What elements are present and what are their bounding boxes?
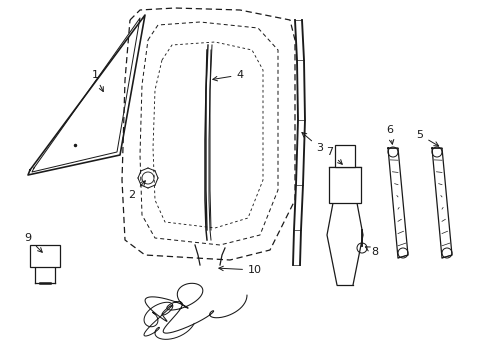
- Text: 2: 2: [128, 181, 145, 200]
- Text: 6: 6: [386, 125, 393, 144]
- Text: 8: 8: [365, 247, 378, 257]
- Text: 5: 5: [416, 130, 438, 146]
- Bar: [328, 167, 360, 203]
- Text: 7: 7: [326, 147, 342, 164]
- Bar: [334, 145, 354, 167]
- Text: 4: 4: [212, 70, 243, 81]
- Text: 3: 3: [301, 132, 323, 153]
- Text: 10: 10: [219, 265, 262, 275]
- Text: 1: 1: [91, 70, 103, 91]
- Text: 9: 9: [24, 233, 42, 252]
- Bar: [30, 245, 60, 267]
